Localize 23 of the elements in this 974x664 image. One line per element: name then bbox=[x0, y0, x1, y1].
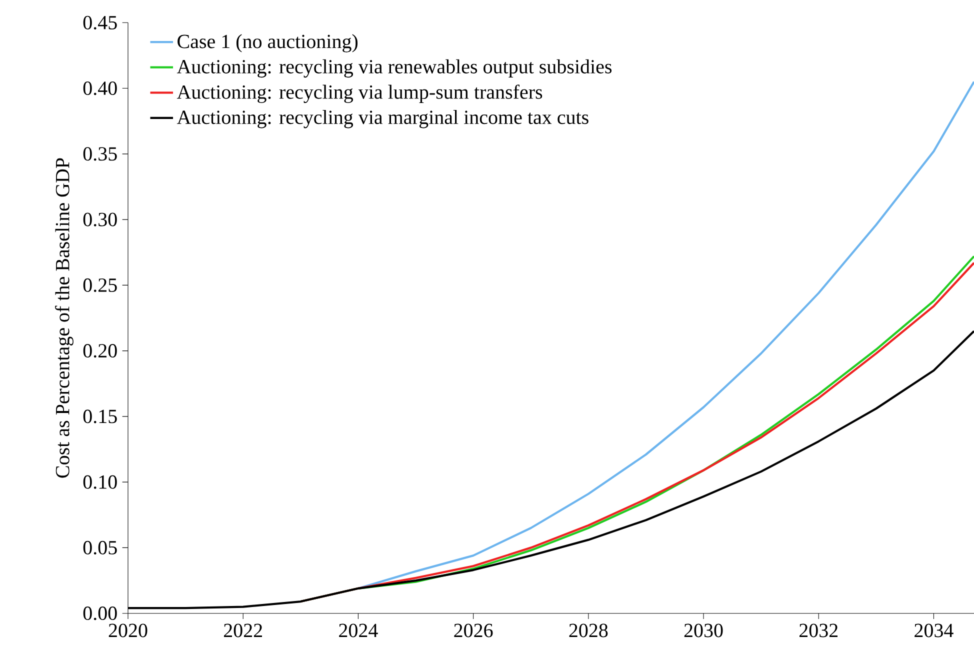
y-tick-label: 0.25 bbox=[83, 278, 117, 292]
x-tick-label: 2034 bbox=[914, 624, 954, 638]
legend-label: Auctioning: recycling via lump-sum transfers bbox=[176, 84, 542, 103]
y-tick-label: 0.15 bbox=[83, 410, 117, 424]
x-tick-label: 2028 bbox=[569, 624, 608, 638]
legend-label: Auctioning: recycling via marginal income tax cuts bbox=[176, 110, 588, 128]
y-tick-label: 0.40 bbox=[83, 82, 117, 96]
x-tick-label: 2032 bbox=[800, 624, 838, 638]
y-tick-label: 0.00 bbox=[83, 606, 117, 620]
x-tick-label: 2022 bbox=[224, 624, 262, 638]
y-tick-label: 0.10 bbox=[83, 475, 117, 489]
x-tick-label: 2020 bbox=[108, 624, 148, 638]
y-axis-title: Cost as Percentage of the Baseline GDP bbox=[55, 158, 74, 478]
x-tick-label: 2030 bbox=[684, 624, 723, 638]
y-tick-label: 0.05 bbox=[83, 540, 117, 555]
x-tick-label: 2024 bbox=[339, 624, 378, 638]
y-tick-label: 0.20 bbox=[83, 344, 117, 358]
y-tick-label: 0.30 bbox=[83, 212, 117, 226]
x-tick-label: 2026 bbox=[454, 624, 493, 638]
y-tick-label: 0.45 bbox=[83, 16, 117, 30]
y-tick-label: 0.35 bbox=[83, 147, 117, 161]
legend-label: Case 1 (no auctioning) bbox=[178, 34, 358, 52]
legend-label: Auctioning: recycling via renewables output subsidies bbox=[176, 59, 612, 78]
